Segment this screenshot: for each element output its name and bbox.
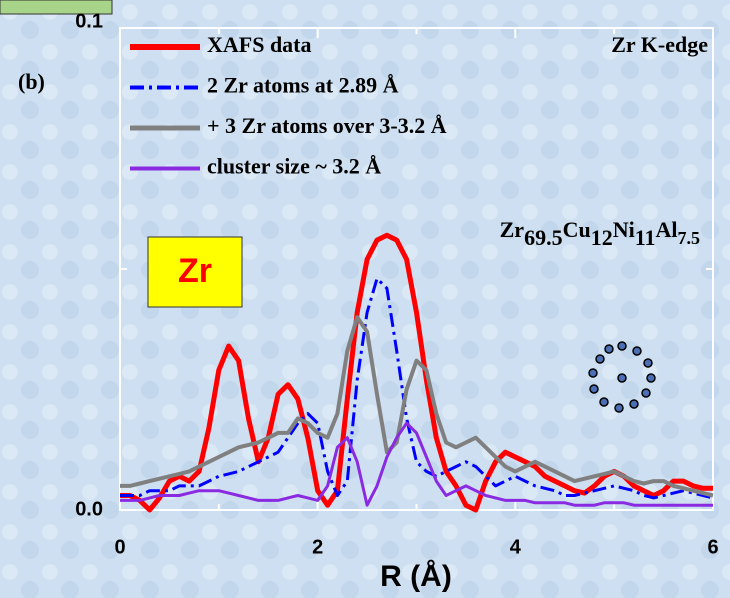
formula-part: Al [656, 217, 678, 242]
cluster-icon [588, 341, 656, 413]
formula-part: 12 [591, 225, 613, 250]
panel-label: (b) [18, 69, 45, 94]
x-tick-label: 2 [312, 536, 323, 558]
element-box-label: Zr [178, 252, 212, 290]
x-axis-label: R (Å) [380, 560, 452, 593]
y-tick-label: 0.0 [75, 498, 103, 520]
x-tick-label: 4 [510, 536, 522, 558]
legend-label: 2 Zr atoms at 2.89 Å [207, 73, 399, 98]
formula-part: Ni [613, 217, 635, 242]
formula: Zr69.5Cu12Ni11Al7.5 [500, 217, 700, 250]
x-tick-label: 6 [707, 536, 718, 558]
formula-part: 7.5 [678, 228, 701, 248]
x-tick-label: 0 [114, 536, 125, 558]
corner-box [0, 0, 113, 15]
series-line [120, 421, 713, 507]
legend-label: + 3 Zr atoms over 3-3.2 Å [207, 113, 447, 138]
edge-label: Zr K-edge [611, 32, 708, 57]
element-box [147, 236, 243, 308]
legend-label: XAFS data [207, 32, 312, 57]
y-tick-label: 0.1 [75, 10, 103, 32]
formula-part: 11 [635, 225, 656, 250]
series-line [120, 315, 714, 498]
formula-part: Zr [500, 217, 525, 242]
legend-label: cluster size ~ 3.2 Å [207, 154, 381, 179]
formula-part: 69.5 [524, 225, 563, 250]
formula-part: Cu [563, 217, 591, 242]
